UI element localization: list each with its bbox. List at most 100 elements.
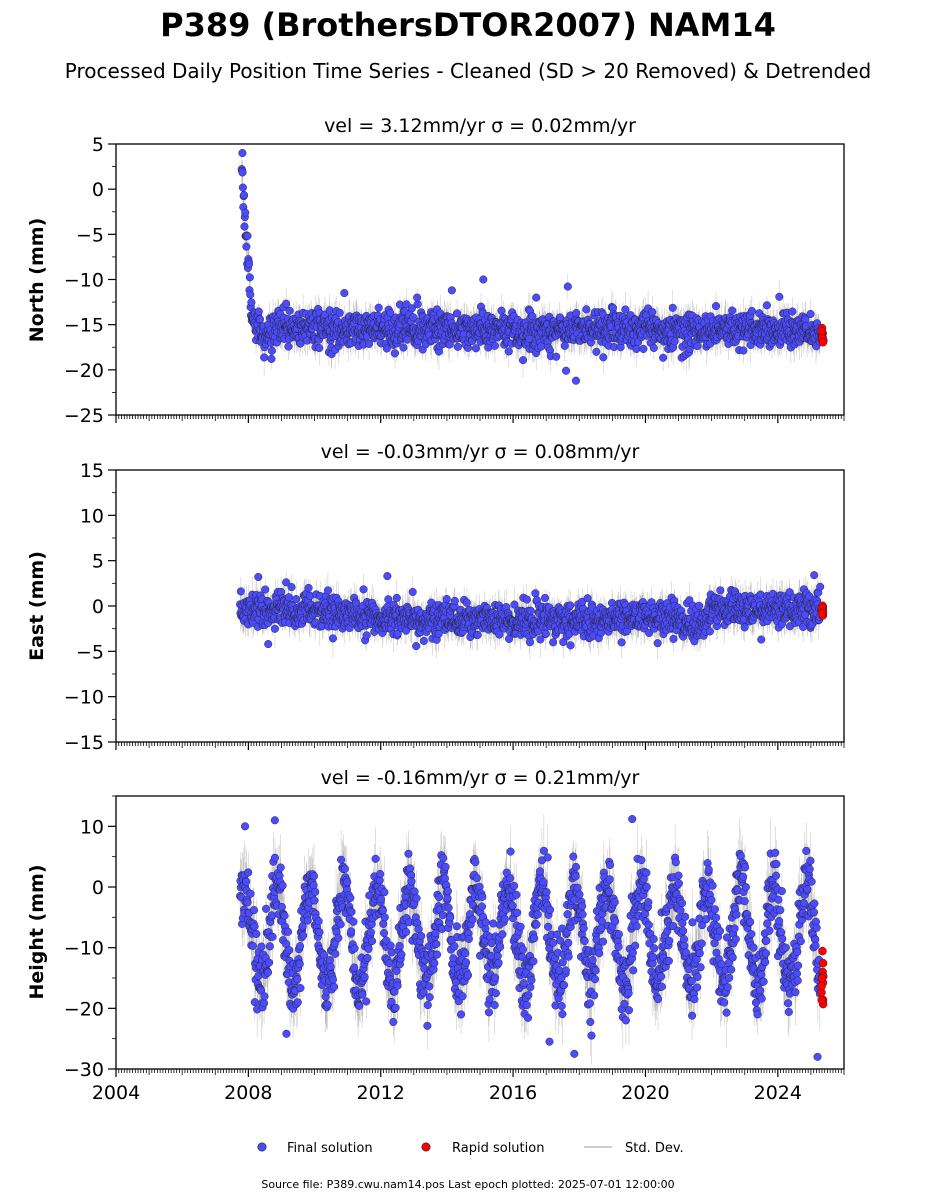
final-point [374, 303, 383, 312]
final-point [365, 339, 374, 348]
final-point [409, 313, 418, 322]
final-point [739, 346, 748, 355]
final-point [639, 344, 648, 353]
final-point [728, 306, 737, 315]
final-point [762, 301, 771, 310]
final-point [254, 307, 263, 316]
final-point [240, 222, 249, 231]
east-plot-area [236, 570, 828, 660]
final-point [386, 308, 395, 318]
east-y-label: East (mm) [26, 551, 48, 661]
outlier-point [562, 366, 571, 375]
final-point [240, 191, 249, 200]
y-tick-label: −10 [64, 270, 104, 292]
final-point [670, 337, 679, 346]
east-panel: vel = -0.03mm/yr σ = 0.08mm/yr East (mm)… [26, 441, 845, 754]
final-point [399, 343, 408, 352]
final-point [806, 309, 815, 318]
north-y-axis: 5 0 −5 −10 −15 −20 −25 [64, 134, 116, 427]
outlier-point [532, 293, 541, 302]
east-panel-title: vel = -0.03mm/yr σ = 0.08mm/yr [321, 441, 640, 463]
final-point [490, 341, 499, 350]
final-point [247, 298, 256, 307]
north-rapid-points [817, 323, 828, 347]
final-point [242, 242, 251, 251]
final-point [497, 306, 506, 315]
final-point [403, 335, 412, 344]
north-plot-area [237, 149, 828, 385]
final-point [241, 208, 250, 217]
final-point [537, 342, 546, 351]
chart-title: P389 (BrothersDTOR2007) NAM14 [160, 6, 776, 44]
final-point [659, 353, 668, 362]
final-point [236, 587, 245, 596]
final-point [243, 231, 252, 240]
final-point [255, 315, 264, 324]
final-point [267, 346, 276, 355]
final-point [238, 168, 247, 177]
final-point [282, 299, 291, 308]
final-point [775, 292, 784, 301]
final-point [445, 340, 454, 349]
final-point [287, 583, 296, 592]
final-point [245, 259, 254, 268]
rapid-point [818, 338, 828, 347]
chart-subtitle: Processed Daily Position Time Series - C… [65, 59, 871, 83]
final-point [453, 309, 462, 318]
outlier-point [238, 149, 247, 158]
final-point [315, 343, 324, 353]
y-tick-label: 0 [92, 179, 104, 201]
final-point [284, 342, 293, 351]
final-point [267, 354, 276, 363]
final-point [296, 339, 305, 348]
outlier-point [571, 376, 580, 385]
final-point [693, 341, 702, 351]
north-x-axis [115, 415, 845, 423]
final-point [668, 303, 677, 312]
outlier-point [479, 275, 488, 284]
final-point [528, 312, 537, 321]
final-point [292, 595, 301, 604]
final-point [621, 305, 630, 314]
final-point [788, 307, 797, 316]
outlier-point [340, 289, 349, 298]
final-point [246, 290, 255, 299]
outlier-point [447, 286, 456, 295]
final-point [238, 183, 247, 192]
final-point [592, 347, 601, 356]
final-point [285, 306, 294, 315]
east-final-points [236, 571, 825, 651]
final-point [711, 302, 721, 311]
final-point [560, 341, 569, 350]
final-point [552, 352, 561, 361]
final-point [649, 343, 658, 352]
y-tick-label: −20 [64, 360, 104, 382]
final-point [245, 273, 254, 282]
final-point [390, 349, 399, 358]
final-point [453, 342, 462, 351]
y-tick-label: −25 [64, 405, 104, 427]
final-point [284, 593, 293, 602]
north-panel-title: vel = 3.12mm/yr σ = 0.02mm/yr [324, 115, 636, 137]
final-point [382, 344, 391, 353]
final-point [519, 356, 528, 365]
north-final-points [237, 149, 825, 385]
final-point [407, 304, 416, 313]
final-point [582, 305, 591, 314]
final-point [270, 624, 279, 633]
final-point [563, 282, 572, 291]
y-tick-label: −15 [64, 315, 104, 337]
outlier-point [413, 293, 422, 302]
final-point [504, 347, 513, 356]
final-point [260, 353, 269, 362]
north-y-label: North (mm) [26, 218, 48, 343]
final-point [335, 308, 344, 317]
y-tick-label: −5 [76, 224, 104, 246]
final-point [471, 344, 480, 353]
north-panel: vel = 3.12mm/yr σ = 0.02mm/yr North (mm)… [26, 115, 845, 427]
final-point [747, 306, 756, 316]
y-tick-label: 5 [92, 134, 104, 156]
final-point [282, 578, 291, 587]
final-point [402, 300, 411, 309]
